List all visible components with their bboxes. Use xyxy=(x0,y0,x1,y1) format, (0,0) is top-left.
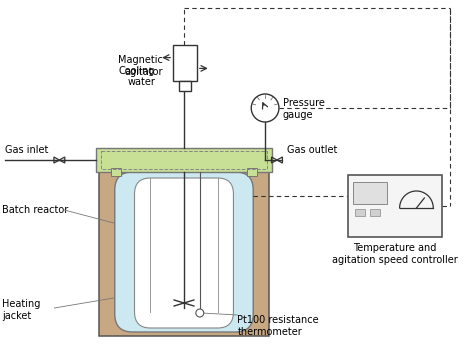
Bar xyxy=(355,209,365,216)
Bar xyxy=(370,209,380,216)
Text: Temperature and
agitation speed controller: Temperature and agitation speed controll… xyxy=(332,243,458,265)
Text: Magnetic
agitator: Magnetic agitator xyxy=(118,55,163,77)
Bar xyxy=(111,168,121,176)
Bar xyxy=(96,148,272,172)
Bar xyxy=(179,81,191,91)
Text: Pressure
gauge: Pressure gauge xyxy=(283,98,325,120)
Text: Gas outlet: Gas outlet xyxy=(287,145,337,155)
Text: Cooling
water: Cooling water xyxy=(119,66,155,87)
Bar xyxy=(348,175,442,237)
Text: Heating
jacket: Heating jacket xyxy=(2,299,40,321)
Circle shape xyxy=(251,94,279,122)
Text: Gas inlet: Gas inlet xyxy=(5,145,48,155)
Bar xyxy=(353,182,387,204)
Circle shape xyxy=(196,309,204,317)
Text: Batch reactor: Batch reactor xyxy=(2,205,68,215)
Bar xyxy=(101,151,267,169)
Text: Pt100 resistance
thermometer: Pt100 resistance thermometer xyxy=(237,315,319,337)
Bar xyxy=(247,168,257,176)
Bar xyxy=(173,45,197,81)
FancyBboxPatch shape xyxy=(115,172,253,332)
FancyBboxPatch shape xyxy=(135,178,233,328)
Bar xyxy=(99,168,269,336)
